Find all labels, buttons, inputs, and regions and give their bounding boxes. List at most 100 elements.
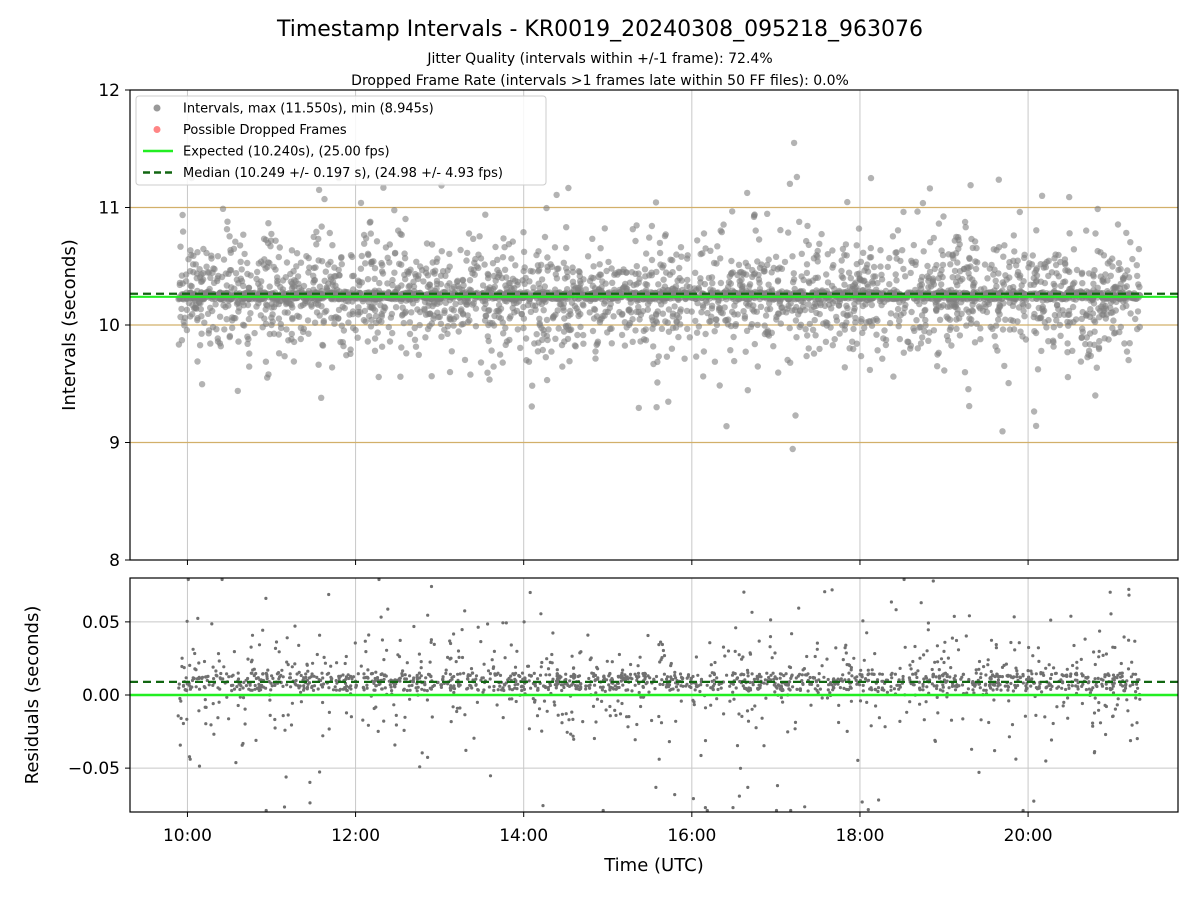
residual-point: [662, 649, 665, 652]
residual-point: [949, 666, 952, 669]
interval-point: [689, 308, 695, 314]
interval-point: [305, 317, 311, 323]
residual-point: [218, 701, 221, 704]
residual-point: [593, 684, 596, 687]
interval-point: [731, 358, 737, 364]
interval-point: [996, 302, 1002, 308]
residual-point: [762, 682, 765, 685]
interval-point: [881, 327, 887, 333]
interval-point: [1030, 252, 1036, 258]
residual-point: [831, 688, 834, 691]
interval-point: [398, 262, 404, 268]
interval-point: [240, 322, 246, 328]
interval-point: [865, 268, 871, 274]
interval-point: [1136, 246, 1142, 252]
residual-point: [364, 650, 367, 653]
residual-point: [560, 721, 563, 724]
residual-point: [416, 689, 419, 692]
residual-point: [317, 687, 320, 690]
residual-point: [704, 806, 707, 809]
residual-point: [335, 661, 338, 664]
interval-point: [833, 314, 839, 320]
interval-point: [429, 373, 435, 379]
interval-point: [407, 267, 413, 273]
interval-point: [402, 216, 408, 222]
interval-point: [718, 227, 724, 233]
interval-point: [563, 224, 569, 230]
interval-point: [253, 276, 259, 282]
interval-point: [791, 270, 797, 276]
interval-point: [868, 175, 874, 181]
interval-point: [1025, 303, 1031, 309]
residual-point: [510, 643, 513, 646]
residual-point: [932, 579, 935, 582]
residual-point: [874, 704, 877, 707]
interval-point: [980, 308, 986, 314]
interval-point: [389, 277, 395, 283]
interval-point: [458, 308, 464, 314]
interval-point: [749, 274, 755, 280]
residual-point: [293, 625, 296, 628]
interval-point: [900, 209, 906, 215]
residual-point: [957, 648, 960, 651]
residual-point: [266, 677, 269, 680]
interval-point: [415, 276, 421, 282]
interval-point: [986, 301, 992, 307]
residual-point: [797, 607, 800, 610]
residual-point: [639, 656, 642, 659]
residual-point: [1027, 669, 1030, 672]
interval-point: [362, 260, 368, 266]
residual-point: [366, 687, 369, 690]
interval-point: [457, 247, 463, 253]
residual-point: [551, 631, 554, 634]
residual-point: [449, 673, 452, 676]
interval-point: [954, 282, 960, 288]
interval-point: [495, 274, 501, 280]
interval-point: [616, 269, 622, 275]
residual-point: [539, 612, 542, 615]
interval-point: [1094, 365, 1100, 371]
residual-point: [642, 686, 645, 689]
interval-point: [947, 261, 953, 267]
residual-point: [528, 679, 531, 682]
interval-point: [988, 262, 994, 268]
interval-point: [325, 287, 331, 293]
interval-point: [890, 373, 896, 379]
interval-point: [244, 334, 250, 340]
interval-point: [840, 275, 846, 281]
interval-point: [957, 332, 963, 338]
interval-point: [437, 314, 443, 320]
interval-point: [663, 269, 669, 275]
residual-point: [426, 689, 429, 692]
interval-point: [521, 315, 527, 321]
interval-point: [957, 241, 963, 247]
interval-point: [790, 446, 796, 452]
interval-point: [1070, 319, 1076, 325]
interval-point: [350, 325, 356, 331]
interval-point: [912, 262, 918, 268]
interval-point: [869, 323, 875, 329]
interval-point: [205, 311, 211, 317]
residual-point: [577, 675, 580, 678]
residual-point: [515, 700, 518, 703]
interval-point: [1071, 246, 1077, 252]
interval-point: [793, 317, 799, 323]
interval-point: [315, 302, 321, 308]
residual-point: [570, 711, 573, 714]
interval-point: [277, 284, 283, 290]
interval-point: [854, 261, 860, 267]
interval-point: [657, 240, 663, 246]
residual-point: [908, 700, 911, 703]
interval-point: [1011, 326, 1017, 332]
interval-point: [967, 275, 973, 281]
interval-point: [501, 244, 507, 250]
interval-point: [372, 335, 378, 341]
interval-point: [1079, 316, 1085, 322]
interval-point: [678, 244, 684, 250]
interval-point: [458, 321, 464, 327]
residual-point: [679, 684, 682, 687]
residual-point: [197, 661, 200, 664]
residual-point: [195, 685, 198, 688]
interval-point: [764, 211, 770, 217]
interval-point: [246, 350, 252, 356]
